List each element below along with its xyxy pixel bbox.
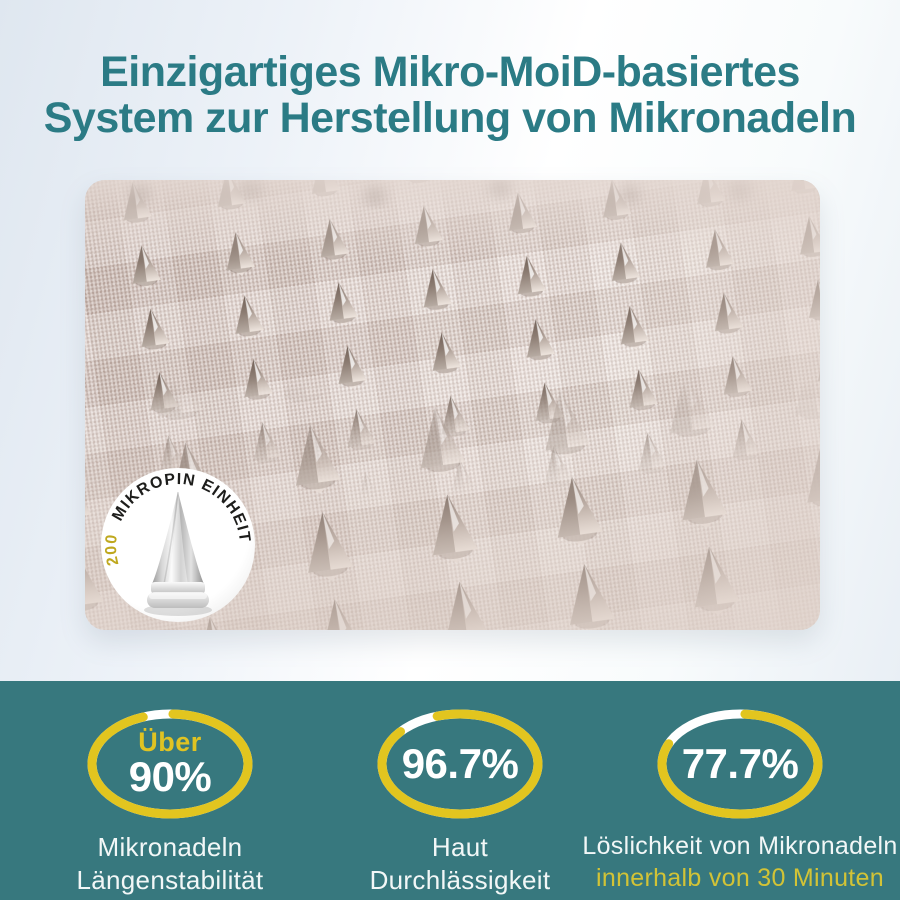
- micropin-count-badge: 200 MIKROPIN EINHEIT: [99, 466, 257, 624]
- stat-label-accent-line: innerhalb von 30 Minuten: [596, 863, 884, 892]
- stat-label: Löslichkeit von Mikronadeln innerhalb vo…: [582, 831, 897, 894]
- microneedle-array-graphic: [85, 180, 820, 630]
- stat-label: Haut Durchlässigkeit: [370, 831, 551, 897]
- stat-ring: 96.7%: [370, 706, 550, 822]
- micropin-badge-graphic: 200 MIKROPIN EINHEIT: [101, 468, 255, 622]
- stat-label: Mikronadeln Längenstabilität: [77, 831, 264, 897]
- stat-ring-oval: [657, 709, 823, 819]
- stat-value: 90%: [128, 753, 212, 801]
- stat-value: 96.7%: [401, 739, 519, 787]
- stats-panel: Über 90% Mikronadeln Längenstabilität 96…: [0, 681, 900, 900]
- stat-length-stability: Über 90% Mikronadeln Längenstabilität: [0, 706, 340, 900]
- hero-section: Einzigartiges Mikro-MoiD-basiertes Syste…: [0, 0, 900, 681]
- page-title: Einzigartiges Mikro-MoiD-basiertes Syste…: [0, 0, 900, 141]
- headline-line2: System zur Herstellung von Mikronadeln: [43, 93, 857, 142]
- stat-label-line: Haut: [431, 832, 489, 862]
- microneedle-mold-photo: 200 MIKROPIN EINHEIT: [85, 180, 820, 630]
- stat-label-line: Längenstabilität: [76, 864, 264, 895]
- stat-prefix: Über: [138, 727, 202, 758]
- stat-dissolution: 77.7% Löslichkeit von Mikronadeln innerh…: [580, 706, 900, 900]
- stat-label-line: Durchlässigkeit: [369, 864, 551, 895]
- headline-line1: Einzigartiges Mikro-MoiD-basiertes: [100, 48, 800, 96]
- badge-number: 200: [103, 533, 123, 567]
- stat-ring: 77.7%: [650, 706, 830, 822]
- stat-label-line: Mikronadeln: [97, 832, 243, 862]
- stat-label-line: Löslichkeit von Mikronadeln: [582, 832, 898, 860]
- stat-ring-oval: [87, 709, 253, 819]
- stat-value: 77.7%: [681, 739, 799, 787]
- stat-ring-oval: [377, 709, 543, 819]
- stat-skin-permeability: 96.7% Haut Durchlässigkeit: [340, 706, 580, 900]
- stat-ring: Über 90%: [80, 706, 260, 822]
- needle-tip-icon: [144, 491, 212, 616]
